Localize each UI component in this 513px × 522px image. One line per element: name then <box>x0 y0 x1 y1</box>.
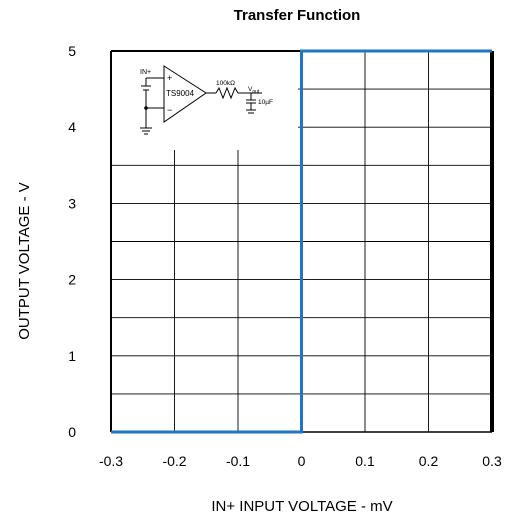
y-axis-label: OUTPUT VOLTAGE - V <box>16 182 33 340</box>
series-layer <box>111 49 492 434</box>
x-tick-label: -0.3 <box>99 453 123 469</box>
opamp-symbol <box>163 65 207 123</box>
junction-dot <box>144 106 148 110</box>
capacitor-label: 10µF <box>258 99 273 106</box>
y-tick-label: 4 <box>68 119 76 135</box>
y-tick-label: 2 <box>68 272 76 288</box>
y-tick-label: 5 <box>68 43 76 59</box>
circuit-inset: IN+ + − TS9004 100kΩ Vout 10µF <box>112 52 298 150</box>
inset-in-label: IN+ <box>140 69 151 76</box>
x-tick-label: 0 <box>298 453 306 469</box>
inset-background <box>112 52 298 150</box>
y-tick-label: 0 <box>68 424 76 440</box>
opamp-minus-sign: − <box>167 105 172 115</box>
x-tick-label: -0.1 <box>226 453 250 469</box>
x-tick-label: 0.2 <box>419 453 439 469</box>
x-tick-label: 0.1 <box>355 453 375 469</box>
tick-labels: -0.3 -0.2 -0.1 0 0.1 0.2 0.3 0 1 2 3 4 5 <box>68 43 502 469</box>
chart-title: Transfer Function <box>234 7 361 24</box>
series-line <box>111 49 492 434</box>
y-tick-label: 3 <box>68 195 76 211</box>
x-tick-label: -0.2 <box>162 453 186 469</box>
y-tick-label: 1 <box>68 348 76 364</box>
opamp-plus-sign: + <box>167 73 172 83</box>
vout-label: Vout <box>248 86 260 95</box>
x-tick-label: 0.3 <box>482 453 502 469</box>
opamp-label: TS9004 <box>166 89 195 98</box>
resistor-label: 100kΩ <box>216 80 235 87</box>
x-axis-label: IN+ INPUT VOLTAGE - mV <box>211 498 392 515</box>
